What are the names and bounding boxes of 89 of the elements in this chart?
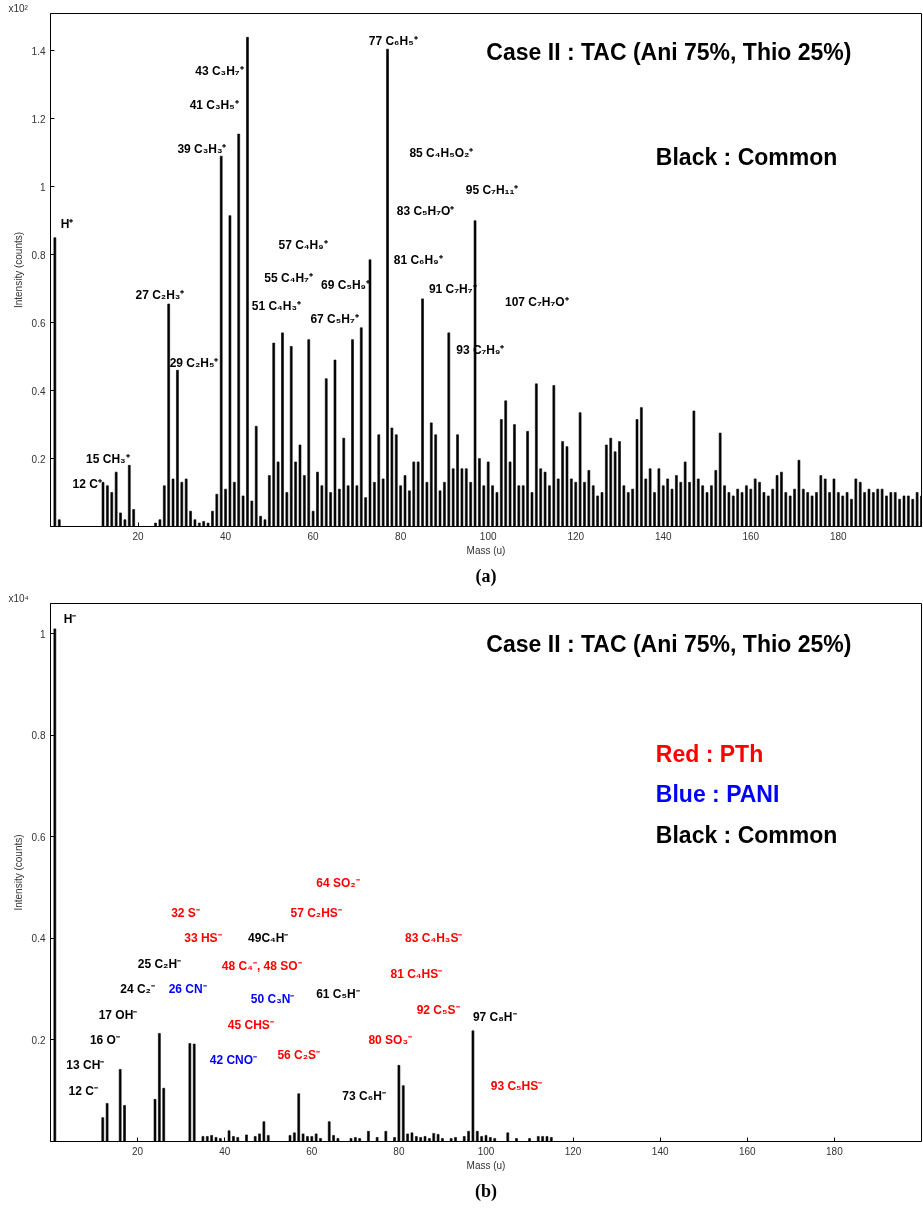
annotation: 92 C₅S⁻ [416,1002,460,1017]
annotation: 17 OH⁻ [98,1007,138,1022]
annotation: 12 C⁻ [68,1083,98,1098]
y-tick-label: 1.2 [31,113,46,125]
annotation: 24 C₂⁻ [120,982,155,997]
annotation: 64 SO₂⁻ [316,875,360,890]
x-tick-label: 120 [564,1145,582,1157]
annotation: 77 C₆H₅⁺ [368,33,418,48]
annotation: Black : Common [655,821,838,848]
x-tick-label: 140 [654,530,673,542]
annotation: Black : Common [655,144,838,171]
annotation: 27 C₂H₃⁺ [135,288,185,303]
annotation: 83 C₄H₃S⁻ [405,931,463,946]
x-tick-label: 160 [742,530,760,542]
annotation: 48 C₄⁻, 48 SO⁻ [221,959,302,974]
text: x10² [8,2,29,14]
annotation: 33 HS⁻ [184,931,222,946]
annotation: 81 C₄HS⁻ [390,967,443,982]
y-tick-label: 1 [39,181,46,193]
x-tick-label: 20 [132,530,145,542]
y-tick-label: 0.6 [31,317,46,329]
annotation: 107 C₇H₇O⁺ [504,295,569,310]
text: Case II : TAC (Ani 75%, Thio 25%) [486,630,852,657]
annotation: 80 SO₃⁻ [368,1032,412,1047]
x-tick-label: 100 [479,530,497,542]
text: x10⁴ [8,592,29,604]
annotation: 83 C₅H₇O⁺ [396,203,455,218]
annotation: 39 C₃H₃⁺ [177,142,227,157]
annotation: Blue : PANI [655,781,780,808]
annotation: 32 S⁻ [171,906,200,921]
annotation: 93 C₅HS⁻ [490,1078,543,1093]
annotation: 29 C₂H₅⁺ [169,356,219,371]
annotation: 41 C₃H₅⁺ [189,98,239,113]
text: (a) [475,565,497,587]
x-tick-label: 140 [651,1145,669,1157]
annotation: H⁻ [63,611,77,626]
annotation: 50 C₃N⁻ [250,992,295,1007]
x-tick-label: 180 [830,530,848,542]
annotation: 73 C₆H⁻ [342,1088,386,1103]
x-tick-label: 40 [219,1145,231,1157]
annotation: 57 C₂HS⁻ [290,906,342,921]
y-tick-label: 1.4 [31,45,46,57]
annotation: 69 C₅H₉⁺ [321,278,370,293]
y-tick-label: 0.4 [31,385,46,397]
text: (b) [475,1180,498,1202]
annotation: 97 C₈H⁻ [472,1010,517,1025]
x-tick-label: 60 [306,1145,318,1157]
x-tick-label: 100 [477,1145,495,1157]
annotation: 13 CH⁻ [66,1058,105,1073]
y-axis-title: Intensity (counts) [12,834,24,911]
annotation: 15 CH₃⁺ [86,451,130,466]
y-tick-label: 0.8 [31,249,46,261]
y-tick-label: 0.2 [31,453,46,465]
y-tick-label: 1 [39,628,46,640]
x-tick-label: 80 [395,530,407,542]
y-tick-label: 0.6 [31,831,46,843]
x-tick-label: 60 [307,530,320,542]
annotation: 42 CNO⁻ [209,1053,258,1068]
annotation: 55 C₄H₇⁺ [264,271,313,286]
annotation: 26 CN⁻ [168,982,207,997]
y-axis-title: Intensity (counts) [12,231,24,309]
annotation: 61 C₅H⁻ [316,987,360,1002]
annotation: 16 O⁻ [89,1032,120,1047]
annotation: 56 C₂S⁻ [277,1048,321,1063]
annotation: 81 C₆H₉⁺ [393,252,443,267]
x-tick-label: 180 [826,1145,844,1157]
annotation: Red : PTh [655,741,764,768]
text: Case II : TAC (Ani 75%, Thio 25%) [486,38,852,65]
x-tick-label: 160 [738,1145,757,1157]
y-tick-label: 0.4 [31,933,46,945]
annotation: 51 C₄H₃⁺ [251,298,301,313]
annotation: 95 C₇H₁₁⁺ [465,183,519,198]
annotation: 57 C₄H₉⁺ [278,237,328,252]
annotation: 67 C₅H₇⁺ [310,312,359,327]
x-axis-title: Mass (u) [466,544,506,556]
annotation: 85 C₄H₅O₂⁺ [409,145,474,160]
x-tick-label: 20 [132,1145,144,1157]
annotation: 43 C₃H₇⁺ [195,64,244,79]
x-tick-label: 120 [567,530,585,542]
annotation: H⁺ [60,217,74,232]
x-tick-label: 80 [393,1145,405,1157]
annotation: 49C₄H⁻ [248,931,289,946]
y-tick-label: 0.8 [31,730,46,742]
annotation: 12 C⁺ [72,477,102,492]
x-tick-label: 40 [220,530,232,542]
x-axis-title: Mass (u) [466,1159,506,1171]
annotation: 45 CHS⁻ [227,1017,274,1032]
annotation: 25 C₂H⁻ [137,956,182,971]
y-tick-label: 0.2 [31,1034,46,1046]
